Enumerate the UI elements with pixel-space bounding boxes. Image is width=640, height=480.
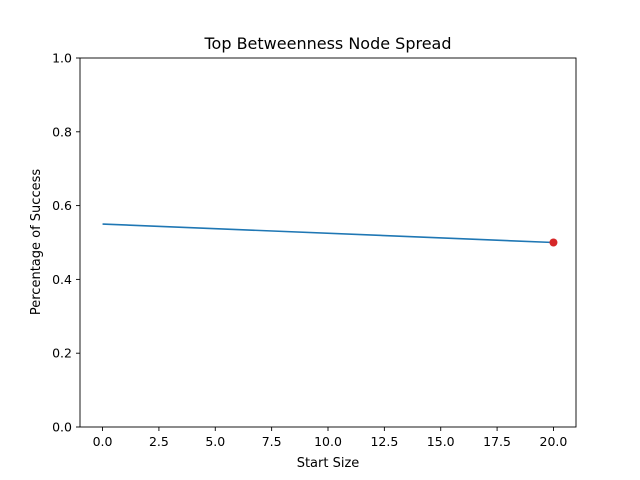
y-tick-label: 0.4	[52, 272, 72, 287]
x-tick-label: 15.0	[427, 434, 455, 449]
series-line-0	[102, 223, 554, 244]
chart-title: Top Betweenness Node Spread	[203, 34, 451, 53]
y-axis-label: Percentage of Success	[29, 169, 44, 315]
x-tick-label: 12.5	[370, 434, 398, 449]
y-tick-label: 0.6	[52, 198, 72, 213]
x-tick-label: 10.0	[314, 434, 342, 449]
x-axis-label: Start Size	[297, 456, 360, 471]
y-tick-label: 1.0	[52, 51, 72, 66]
x-tick-label: 7.5	[262, 434, 282, 449]
x-tick-label: 5.0	[205, 434, 225, 449]
x-tick-label: 20.0	[540, 434, 568, 449]
y-tick-label: 0.0	[52, 420, 72, 435]
y-tick-label: 0.2	[52, 346, 72, 361]
y-tick-label: 0.8	[52, 124, 72, 139]
data-point-0	[549, 238, 558, 247]
plot-area: 0.0 2.5 5.0 7.5 10.0 12.5 15.0 17.5 20.0 0.0 0.2 0.…	[52, 51, 577, 449]
x-tick-label: 0.0	[93, 434, 113, 449]
x-tick-label: 17.5	[483, 434, 511, 449]
x-tick-label: 2.5	[149, 434, 169, 449]
